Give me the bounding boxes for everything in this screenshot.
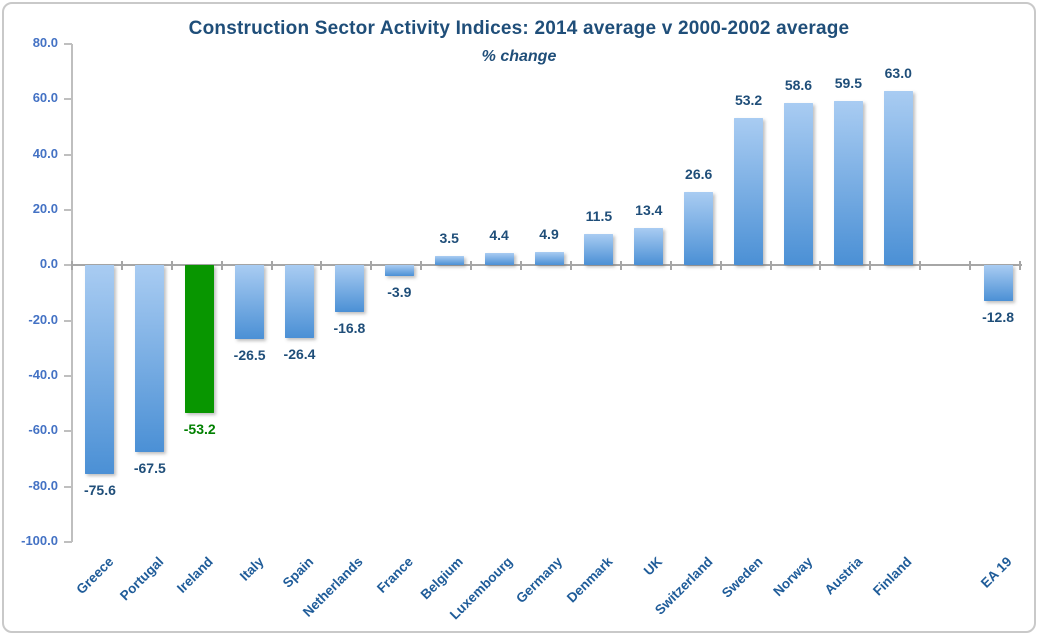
- value-label: -67.5: [133, 460, 166, 477]
- value-label: 59.5: [834, 74, 862, 91]
- value-label: -53.2: [183, 420, 216, 437]
- bar: [983, 265, 1013, 301]
- value-label: 11.5: [585, 207, 613, 224]
- category-label: Germany: [513, 554, 566, 606]
- category-boundary-tick: [370, 261, 373, 271]
- category-label: Denmark: [564, 554, 616, 606]
- y-tick-label: 80.0: [32, 35, 58, 50]
- y-tick-label: 20.0: [32, 201, 58, 216]
- y-tick-label: -100.0: [21, 533, 58, 548]
- bar: [85, 265, 115, 475]
- value-label: -26.4: [283, 346, 316, 363]
- bar: [135, 265, 165, 453]
- y-tick-label: 0.0: [39, 256, 58, 272]
- category-label: Sweden: [718, 554, 766, 601]
- category-label: UK: [641, 554, 666, 579]
- bar: [883, 91, 913, 266]
- category-label: EA 19: [977, 554, 1015, 591]
- y-tick-label: -80.0: [28, 477, 58, 493]
- y-axis-line: [71, 44, 73, 542]
- bar: [334, 265, 364, 312]
- value-label: 4.4: [489, 227, 509, 244]
- value-label: 26.6: [685, 165, 713, 182]
- chart-title: Construction Sector Activity Indices: 20…: [188, 18, 850, 39]
- category-boundary-tick: [919, 261, 922, 271]
- plot-area: 80.0 60.0 40.0 20.0 0.0 -20.0 -40.0 -60.0 -80.0 -…: [4, 4, 1034, 631]
- bar-highlighted: [185, 265, 215, 413]
- category-label: Belgium: [417, 554, 466, 603]
- bar: [534, 251, 564, 266]
- y-axis-tick: [64, 375, 72, 377]
- category-boundary-tick: [569, 261, 572, 271]
- category-label: Greece: [73, 554, 117, 597]
- category-label: France: [374, 554, 416, 596]
- category-label: Portugal: [117, 554, 167, 604]
- category-boundary-tick: [769, 261, 772, 271]
- category-label: Norway: [769, 554, 816, 600]
- value-label: -26.5: [233, 346, 266, 363]
- category-boundary-tick: [71, 261, 73, 271]
- chart-subtitle: % change: [481, 48, 557, 65]
- bar: [434, 255, 464, 266]
- value-label: -75.6: [83, 482, 116, 499]
- category-boundary-tick: [969, 261, 972, 271]
- category-boundary-tick: [420, 261, 423, 271]
- bar: [634, 228, 664, 266]
- category-boundary-tick: [669, 261, 672, 271]
- y-axis-tick: [64, 430, 72, 433]
- y-axis-tick: [64, 209, 72, 211]
- value-label: -16.8: [333, 319, 366, 336]
- y-axis-tick: [64, 43, 72, 45]
- value-label: 63.0: [884, 65, 912, 82]
- bar: [235, 265, 265, 339]
- bar: [584, 233, 614, 266]
- category-boundary-tick: [869, 261, 872, 271]
- category-boundary-tick: [320, 261, 323, 271]
- value-label: -3.9: [387, 284, 412, 301]
- bar: [783, 103, 813, 266]
- y-axis-tick: [64, 319, 72, 322]
- bar: [734, 118, 764, 266]
- category-boundary-tick: [1019, 261, 1021, 271]
- y-axis-tick: [64, 153, 72, 156]
- bar: [285, 265, 315, 339]
- category-label: Finland: [870, 554, 915, 599]
- bar: [384, 265, 414, 277]
- bar: [484, 253, 514, 266]
- category-boundary-tick: [619, 261, 622, 271]
- zero-axis-line: [72, 264, 1022, 267]
- category-boundary-tick: [220, 261, 223, 271]
- category-boundary-tick: [819, 261, 822, 271]
- y-axis-tick: [64, 98, 72, 101]
- value-label: 4.9: [539, 225, 559, 242]
- value-label: 13.4: [635, 202, 663, 219]
- y-tick-label: 60.0: [32, 90, 58, 106]
- value-label: -12.8: [982, 308, 1014, 325]
- category-boundary-tick: [520, 261, 523, 271]
- value-label: 58.6: [784, 77, 813, 94]
- y-axis-tick: [64, 541, 72, 543]
- bar: [684, 191, 714, 266]
- category-boundary-tick: [270, 261, 273, 271]
- category-boundary-tick: [470, 261, 473, 271]
- category-label: Ireland: [174, 554, 217, 596]
- category-label: Austria: [821, 554, 865, 598]
- y-tick-label: 40.0: [32, 145, 58, 161]
- category-boundary-tick: [719, 261, 722, 271]
- category-label: Spain: [279, 554, 317, 591]
- y-axis-tick: [64, 264, 72, 267]
- y-tick-label: -40.0: [28, 367, 58, 382]
- value-label: 3.5: [439, 229, 459, 246]
- y-tick-label: -60.0: [28, 422, 58, 438]
- bar: [833, 100, 863, 266]
- y-tick-label: -20.0: [28, 311, 58, 327]
- category-label: Italy: [236, 554, 267, 584]
- value-label: 53.2: [734, 92, 763, 109]
- category-boundary-tick: [170, 261, 173, 271]
- y-axis-tick: [64, 485, 72, 488]
- category-boundary-tick: [120, 261, 123, 271]
